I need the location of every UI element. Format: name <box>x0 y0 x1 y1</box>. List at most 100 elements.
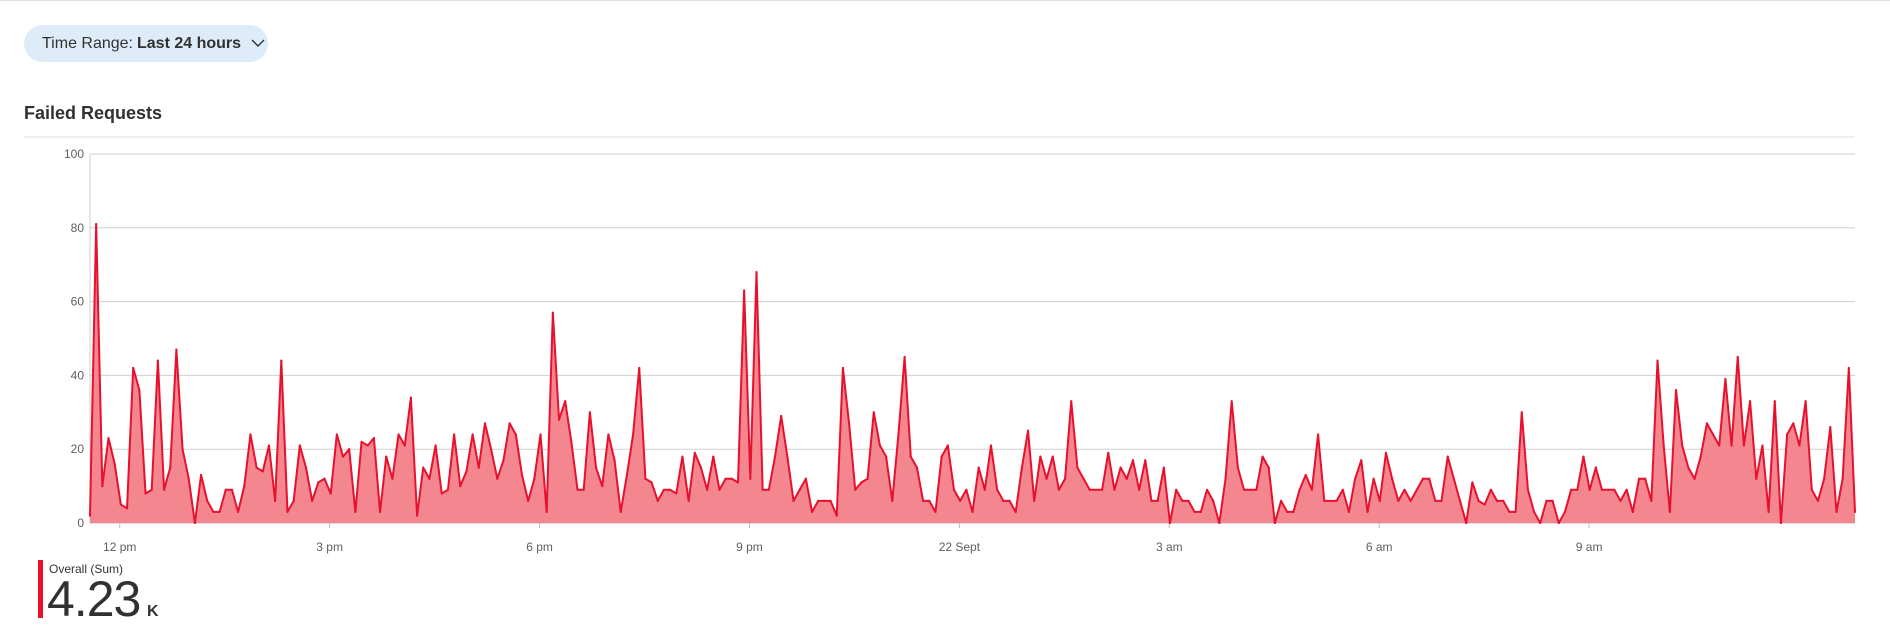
data-point <box>1539 521 1542 525</box>
data-point <box>1841 477 1844 480</box>
data-point <box>798 488 801 491</box>
x-tick-label: 3 pm <box>316 540 343 554</box>
data-point <box>1662 444 1665 447</box>
data-point <box>1607 488 1610 491</box>
data-point <box>1613 488 1616 491</box>
data-point <box>1403 488 1406 491</box>
data-point <box>1039 455 1042 458</box>
data-point <box>169 466 172 469</box>
data-point <box>354 510 357 514</box>
data-point <box>1347 510 1351 514</box>
data-point <box>1187 499 1190 502</box>
data-point <box>1823 477 1826 480</box>
data-point <box>1113 488 1116 491</box>
series-area <box>90 224 1855 524</box>
data-point <box>175 348 178 351</box>
data-point <box>187 477 190 480</box>
data-point <box>119 503 122 506</box>
data-point <box>823 499 826 502</box>
data-point <box>656 499 659 502</box>
data-point <box>193 521 197 525</box>
data-point <box>483 422 487 425</box>
data-point <box>977 466 980 469</box>
data-point <box>1391 477 1394 480</box>
data-point <box>1465 521 1468 525</box>
data-point <box>415 514 419 517</box>
y-tick-label: 0 <box>77 516 84 530</box>
data-point <box>403 444 406 447</box>
data-point <box>773 455 777 458</box>
data-point <box>156 359 159 362</box>
data-point <box>1354 477 1357 480</box>
chevron-down-icon <box>251 39 265 48</box>
data-point <box>446 488 450 491</box>
legend-series-name: Overall (Sum) <box>49 562 124 576</box>
data-point <box>983 488 986 491</box>
data-point <box>1236 466 1239 469</box>
data-point <box>854 488 857 491</box>
chart-plot-area <box>88 223 1857 525</box>
data-point <box>1088 488 1091 491</box>
data-point <box>508 422 511 425</box>
time-range-dropdown[interactable]: Time Range: Last 24 hours <box>24 25 268 62</box>
data-point <box>1230 400 1233 403</box>
data-point <box>1070 400 1073 403</box>
data-point <box>1730 444 1733 447</box>
data-point <box>1378 499 1381 502</box>
legend-total-unit: K <box>147 603 159 620</box>
data-point <box>1335 499 1338 502</box>
data-point <box>1440 499 1443 502</box>
data-point <box>1532 510 1536 514</box>
data-point <box>144 492 147 495</box>
data-point <box>514 433 517 436</box>
data-point <box>230 488 234 491</box>
data-point <box>749 477 752 480</box>
data-point <box>1576 488 1579 491</box>
data-point <box>1273 521 1276 525</box>
data-point <box>736 481 740 484</box>
data-point <box>891 499 894 502</box>
data-point <box>1625 488 1628 491</box>
data-point <box>1810 488 1813 491</box>
data-point <box>1508 510 1511 514</box>
data-point <box>903 355 906 359</box>
data-point <box>607 433 610 436</box>
data-point <box>1681 444 1684 447</box>
data-point <box>490 448 493 451</box>
data-point <box>780 414 783 418</box>
data-point <box>428 477 431 480</box>
data-point <box>1261 455 1264 458</box>
top-divider <box>0 0 1890 1</box>
data-point <box>1835 510 1838 514</box>
data-point <box>804 477 807 480</box>
data-point <box>1551 499 1554 502</box>
x-tick-label: 9 am <box>1576 540 1603 554</box>
data-point <box>1341 488 1344 491</box>
data-point <box>224 488 227 491</box>
series-line <box>89 223 1856 524</box>
data-point <box>181 448 184 451</box>
data-point <box>669 488 672 491</box>
data-point <box>1804 400 1807 403</box>
data-point <box>1631 510 1634 514</box>
data-point <box>1366 510 1369 514</box>
data-point <box>885 455 888 458</box>
data-point <box>249 433 252 436</box>
data-point <box>1471 481 1474 484</box>
data-point <box>1144 459 1147 462</box>
data-point <box>1545 499 1548 502</box>
data-point <box>1076 466 1079 469</box>
data-point <box>952 488 956 491</box>
data-point <box>1316 433 1320 436</box>
data-point <box>1458 499 1462 502</box>
data-point <box>699 466 703 469</box>
data-point <box>681 455 684 458</box>
data-point <box>1693 477 1696 480</box>
data-point <box>866 477 869 480</box>
data-point <box>255 466 258 469</box>
data-point <box>348 448 351 451</box>
data-point <box>1094 488 1098 491</box>
data-point <box>286 510 289 514</box>
data-point <box>662 488 666 491</box>
x-axis-ticks: 12 pm 3 pm 6 pm 9 pm 22 Sept 3 am 6 am 9 am <box>103 523 1602 554</box>
